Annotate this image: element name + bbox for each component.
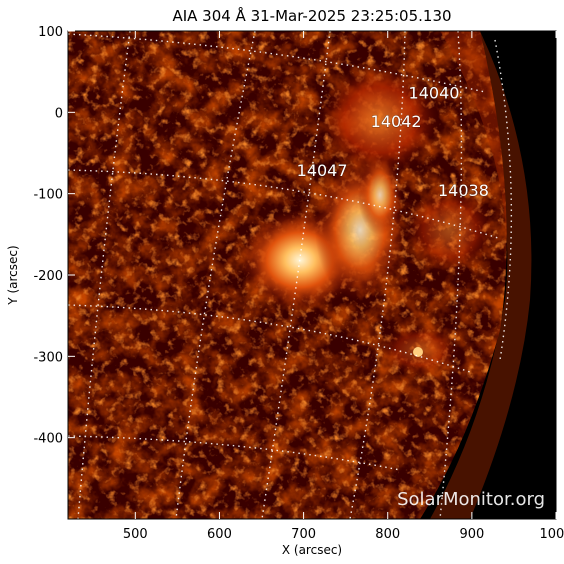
y-tick-label: -300 [33, 350, 63, 365]
noaa-region-label: 14047 [297, 161, 348, 180]
noaa-region-label: 14042 [371, 112, 422, 131]
figure-title: AIA 304 Å 31-Mar-2025 23:25:05.130 [172, 6, 451, 25]
noaa-region-label: 14040 [409, 84, 460, 103]
x-tick-label: 800 [375, 527, 400, 542]
y-axis-label: Y (arcsec) [6, 245, 20, 305]
x-axis-label: X (arcsec) [282, 543, 342, 557]
heliographic-grid [68, 31, 513, 519]
noaa-region-label: 14038 [438, 181, 489, 200]
region-labels: 14040 14042 14047 14038 [296, 83, 489, 201]
y-axis: 100 0 -100 -200 -300 -400 [33, 25, 75, 447]
x-tick-label: 900 [459, 527, 484, 542]
y-tick-label: -100 [33, 188, 63, 203]
y-tick-label: 0 [55, 106, 63, 121]
y-tick-label: 100 [38, 25, 63, 40]
x-tick-label: 700 [291, 527, 316, 542]
y-tick-label: -200 [33, 269, 63, 284]
plot-area: 14040 14042 14047 14038 SolarMonitor.org [68, 31, 556, 519]
y-tick-label: -400 [33, 432, 63, 447]
active-region-emission [240, 65, 495, 375]
x-tick-label: 500 [123, 527, 148, 542]
x-tick-label: 600 [207, 527, 232, 542]
solarmonitor-watermark: SolarMonitor.org [397, 489, 545, 510]
